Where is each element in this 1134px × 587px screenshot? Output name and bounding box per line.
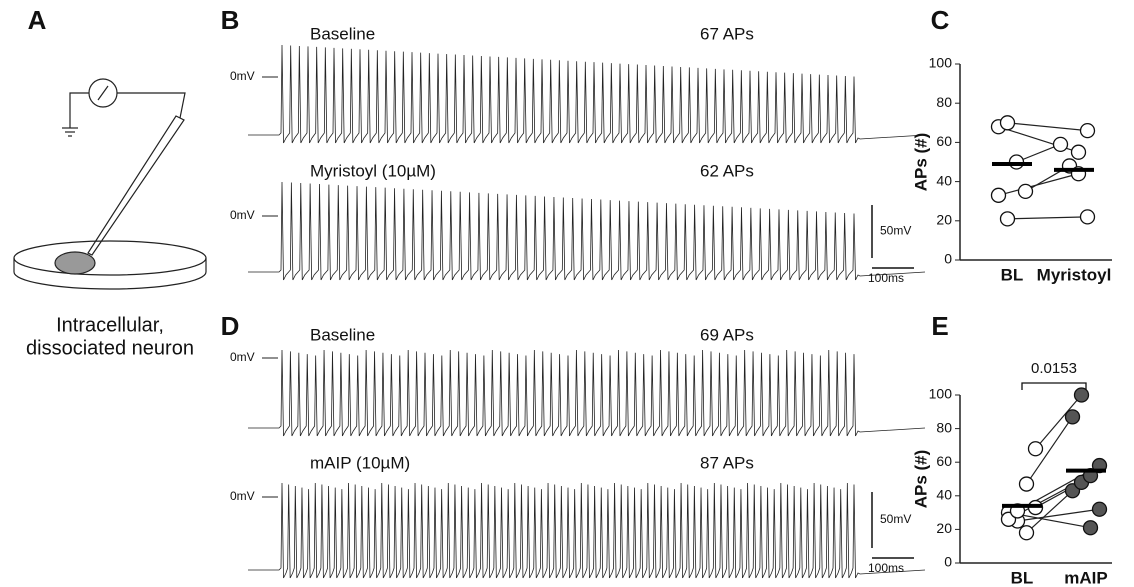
pair-line	[1007, 216, 1088, 220]
y-tick-label: 40	[936, 172, 952, 188]
x-tick-label: mAIP	[1064, 568, 1107, 587]
panel-label: B	[221, 5, 240, 35]
ap-count: 69 APs	[700, 325, 754, 344]
panel-label: D	[221, 311, 240, 341]
y-tick-label: 0	[944, 554, 952, 570]
pair-line	[1016, 143, 1061, 163]
zero-label: 0mV	[230, 489, 255, 503]
y-tick-label: 40	[936, 487, 952, 503]
data-point	[1052, 136, 1069, 153]
data-point	[1018, 476, 1035, 492]
x-tick-label: BL	[1001, 265, 1024, 284]
trace-title: mAIP (10µM)	[310, 453, 410, 472]
pair-line	[1035, 394, 1082, 450]
caption: Intracellular,	[56, 314, 164, 336]
p-value: 0.0153	[1031, 360, 1077, 377]
data-point	[1073, 387, 1090, 403]
panel-label: E	[931, 311, 948, 341]
electrode-wire	[117, 92, 186, 119]
y-axis-label: APs (#)	[911, 133, 930, 192]
meter-needle	[97, 85, 109, 101]
y-tick-label: 100	[929, 55, 953, 71]
electrode	[87, 115, 185, 256]
zero-label: 0mV	[230, 350, 255, 364]
x-tick-label: Myristoyl	[1037, 265, 1112, 284]
y-tick-label: 100	[929, 386, 953, 402]
y-tick-label: 20	[936, 212, 952, 228]
ap-count: 87 APs	[700, 453, 754, 472]
significance-bracket	[1021, 382, 1087, 390]
data-point	[999, 211, 1016, 227]
data-point	[1064, 409, 1081, 425]
pair-line	[998, 173, 1079, 196]
data-point	[1091, 501, 1108, 517]
y-tick-label: 60	[936, 453, 952, 469]
data-point	[1018, 525, 1035, 541]
panel-label: C	[931, 5, 950, 35]
ground-wire	[69, 92, 89, 128]
data-point	[1070, 144, 1087, 160]
caption: dissociated neuron	[26, 337, 194, 359]
data-point	[1027, 441, 1044, 457]
pair-line	[1007, 122, 1088, 132]
scale-label: 100ms	[868, 561, 904, 575]
data-point	[1017, 183, 1034, 200]
ap-count: 62 APs	[700, 161, 754, 180]
setup-diagram	[13, 78, 207, 290]
neuron	[54, 251, 96, 275]
ap-count: 67 APs	[700, 24, 754, 43]
panel-label: A	[28, 5, 47, 35]
trace-title: Baseline	[310, 325, 375, 344]
voltage-trace	[248, 349, 926, 437]
pair-line	[1026, 490, 1073, 534]
y-tick-label: 80	[936, 94, 952, 110]
dish	[13, 240, 207, 276]
voltage-trace	[248, 181, 926, 281]
y-tick-label: 20	[936, 520, 952, 536]
x-tick-label: BL	[1011, 568, 1034, 587]
y-tick-label: 0	[944, 251, 952, 267]
zero-label: 0mV	[230, 69, 255, 83]
trace-title: Myristoyl (10µM)	[310, 161, 436, 180]
dish-side	[13, 258, 207, 290]
scale-label: 100ms	[868, 271, 904, 285]
scale-label: 50mV	[880, 512, 911, 526]
y-tick-label: 60	[936, 133, 952, 149]
zero-label: 0mV	[230, 208, 255, 222]
data-point	[1079, 209, 1096, 225]
voltage-trace	[248, 44, 926, 144]
scale-label: 50mV	[880, 224, 911, 238]
y-tick-label: 80	[936, 419, 952, 435]
y-axis-label: APs (#)	[911, 450, 930, 509]
pair-line	[1017, 508, 1100, 522]
data-point	[1079, 122, 1096, 139]
data-point	[990, 187, 1007, 203]
data-point	[999, 115, 1016, 131]
data-point	[1082, 520, 1099, 536]
trace-title: Baseline	[310, 24, 375, 43]
voltage-trace	[248, 482, 926, 579]
pair-line	[1026, 416, 1073, 485]
